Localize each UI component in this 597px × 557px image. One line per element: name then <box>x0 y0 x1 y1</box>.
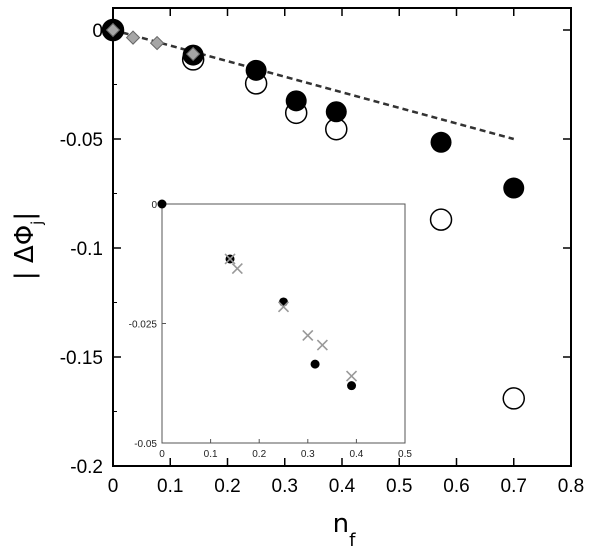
inset-dot-point <box>157 199 167 209</box>
inset-x-tick-label: 0.5 <box>398 449 412 460</box>
inset-y-tick-label: -0.05 <box>134 439 157 450</box>
inset-cross-stroke <box>345 370 358 382</box>
inset-cross-point <box>345 370 358 382</box>
inset-cross-stroke <box>277 301 290 313</box>
inset-cross-point <box>277 301 290 313</box>
inset-frame <box>161 203 406 444</box>
x-tick-label: 0.3 <box>272 476 298 497</box>
inset-x-tick-label: 0.3 <box>301 449 315 460</box>
y-tick-label: -0.1 <box>70 239 103 260</box>
inset-y-tick-label: 0 <box>151 200 157 211</box>
filled-circle-point <box>245 59 267 81</box>
inset-cross-point <box>316 339 328 351</box>
inset-cross-stroke <box>231 262 243 275</box>
y-tick-label: -0.15 <box>60 348 103 369</box>
inset-cross-stroke <box>224 253 236 265</box>
y-tick-label: -0.2 <box>70 457 103 478</box>
inset-cross-point <box>302 329 314 342</box>
filled-circle-point <box>430 131 452 153</box>
inset-dot-point <box>310 359 320 369</box>
main-plot: 0 0.1 0.2 0.3 0.4 0.5 0.6 0.7 0.80-0.05-0.1-0.15… <box>10 7 584 551</box>
y-tick-label: -0.05 <box>60 130 103 151</box>
inset-x-tick-label: 0.1 <box>204 449 218 460</box>
filled-circle-point <box>503 177 525 199</box>
inset-y-tick-label: -0.025 <box>129 320 158 331</box>
inset-dot-point <box>347 381 357 391</box>
inset-cross-stroke <box>316 339 328 351</box>
x-tick-label: 0.2 <box>214 476 240 497</box>
inset-x-tick-label: 0 <box>159 449 165 460</box>
inset-dot-point <box>279 297 288 307</box>
x-tick-label: 0.4 <box>329 476 356 497</box>
filled-circle-point <box>325 101 347 123</box>
inset-cross-stroke <box>302 329 314 342</box>
diamond-point <box>149 35 165 51</box>
y-tick-label: 0 <box>92 21 103 42</box>
dashed-fit-line <box>112 28 515 141</box>
x-tick-label: 0.1 <box>157 476 183 497</box>
x-axis-label: nf <box>333 509 356 551</box>
x-tick-label: 0.6 <box>443 476 469 497</box>
diamond-point <box>125 30 141 45</box>
diamond-point <box>105 22 121 38</box>
x-tick-label: 0.8 <box>558 476 584 497</box>
open-circle-point <box>429 208 453 231</box>
inset-x-tick-label: 0.2 <box>252 449 266 460</box>
filled-circle-point <box>285 90 307 112</box>
diamond-point <box>185 46 201 62</box>
x-tick-label: 0.7 <box>501 476 527 497</box>
inset-plot: 0 0.1 0.2 0.3 0.4 0.5 0 -0.025 -0.05 <box>129 199 412 460</box>
x-tick-label: 0 <box>108 476 119 497</box>
inset-x-tick-label: 0.4 <box>349 449 363 460</box>
x-tick-label: 0.5 <box>386 476 412 497</box>
open-circle-point <box>502 387 525 410</box>
inset-cross-point <box>224 253 236 265</box>
y-axis-label: | ΔΦj| <box>10 212 46 280</box>
inset-cross-point <box>231 262 243 275</box>
